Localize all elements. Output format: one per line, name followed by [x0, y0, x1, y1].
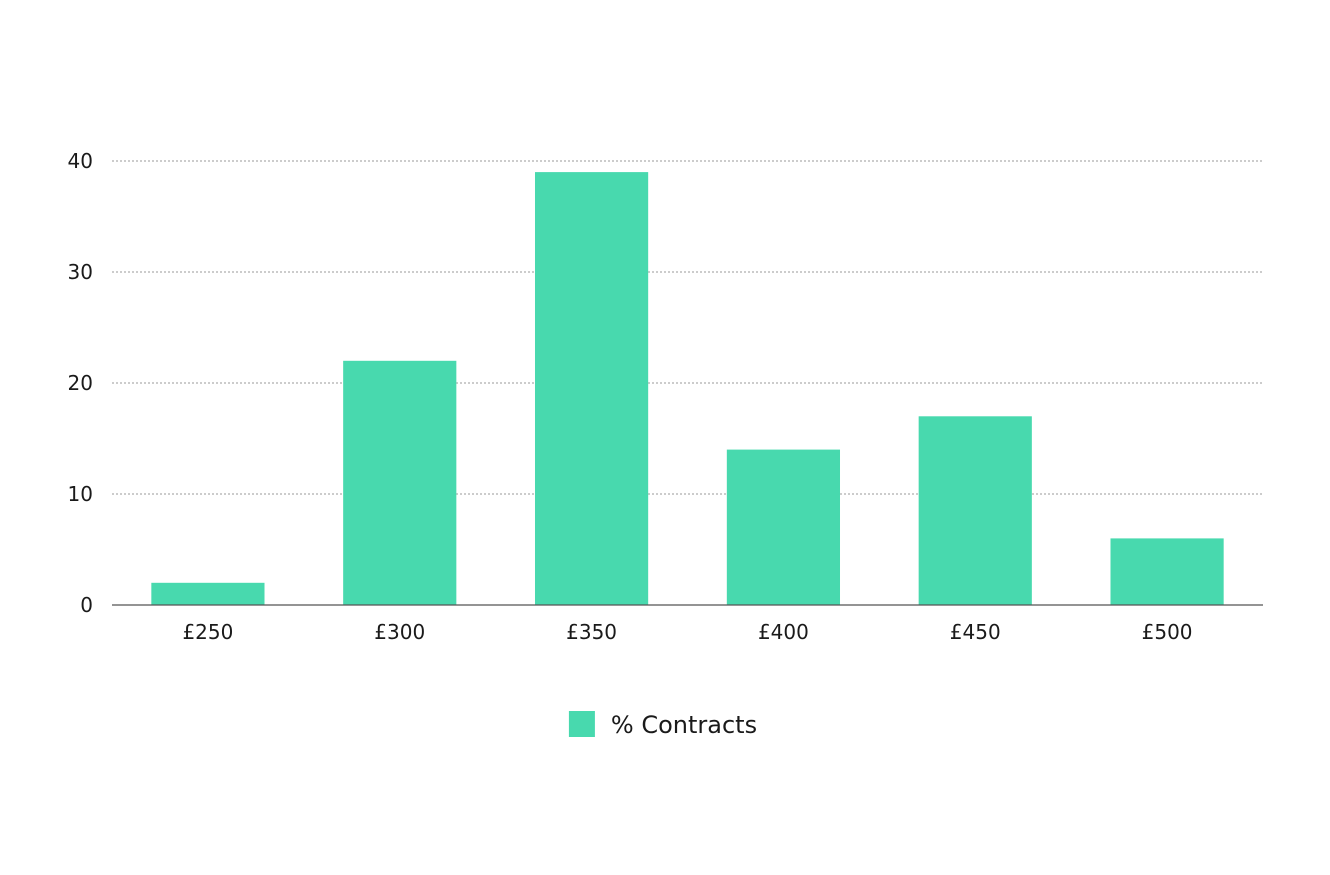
bar-3 [534, 172, 649, 605]
x-tick-label-4: £400 [758, 620, 809, 644]
y-tick-label-0: 0 [80, 593, 93, 617]
y-tick-label-30: 30 [68, 260, 93, 284]
x-axis-tick-labels: £250 £300 £350 £400 £450 £500 [182, 620, 1192, 644]
y-axis-tick-labels: 0 10 20 30 40 [68, 149, 93, 617]
legend: % Contracts [568, 711, 757, 739]
x-tick-label-6: £500 [1142, 620, 1193, 644]
bar-1 [151, 582, 265, 605]
x-tick-label-1: £250 [182, 620, 233, 644]
legend-swatch [568, 711, 595, 737]
x-tick-label-2: £300 [374, 620, 425, 644]
x-tick-label-3: £350 [566, 620, 617, 644]
y-tick-label-40: 40 [68, 149, 93, 173]
y-tick-label-20: 20 [68, 371, 93, 395]
bar-2 [343, 360, 457, 605]
bar-5 [918, 416, 1032, 605]
bar-6 [1110, 538, 1224, 605]
gridlines [112, 160, 1263, 495]
legend-label: % Contracts [611, 711, 757, 739]
bar-4 [726, 449, 841, 605]
x-tick-label-5: £450 [950, 620, 1001, 644]
y-tick-label-10: 10 [68, 482, 93, 506]
bars [151, 172, 1224, 605]
